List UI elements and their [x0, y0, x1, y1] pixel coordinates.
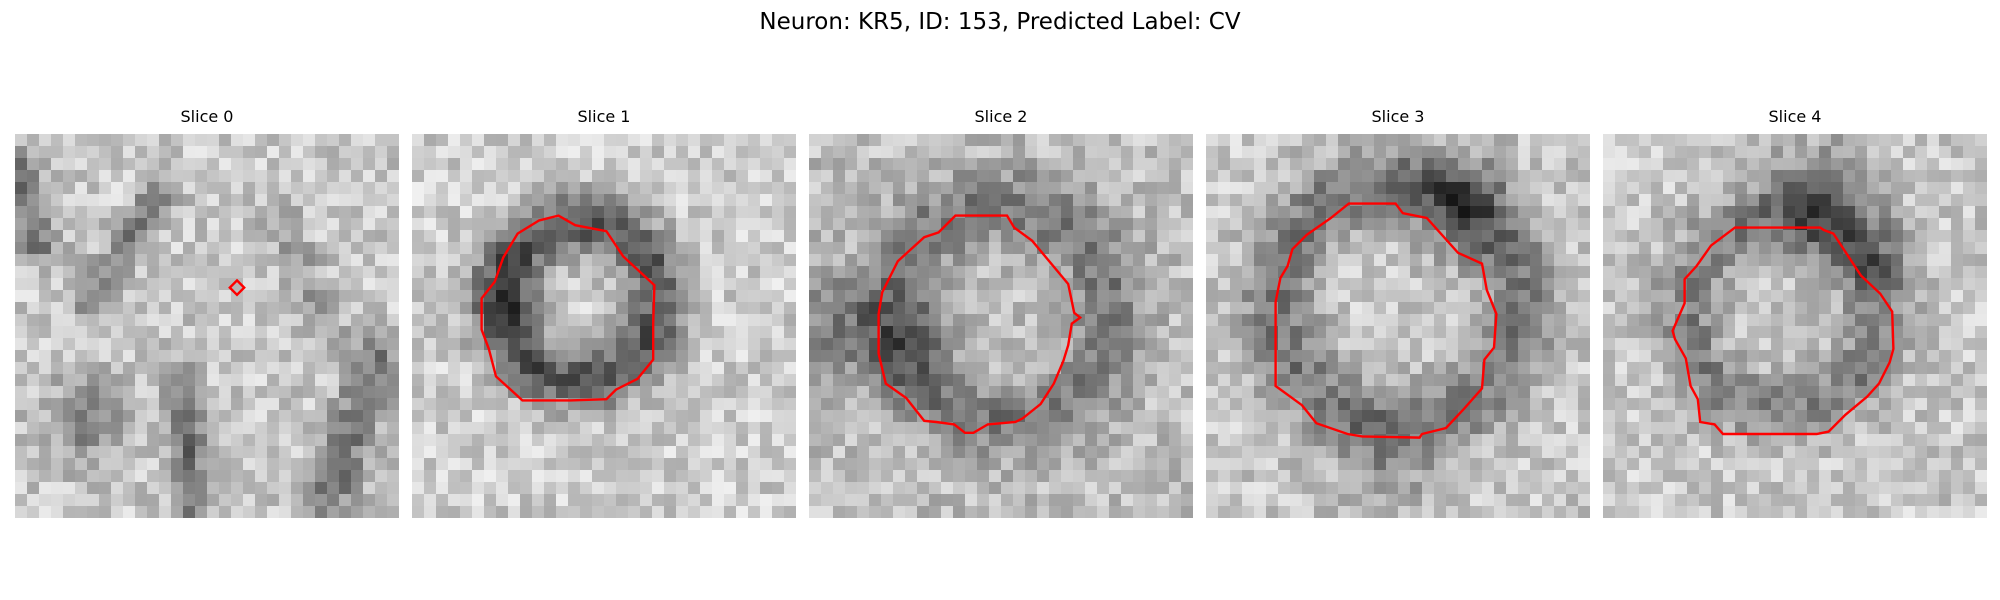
slice-image	[15, 134, 399, 518]
slice-title: Slice 3	[1371, 107, 1425, 126]
segmentation-contour	[1671, 226, 1895, 436]
figure-title: Neuron: KR5, ID: 153, Predicted Label: C…	[759, 9, 1241, 35]
segmentation-contour	[877, 214, 1083, 434]
slice-title: Slice 4	[1768, 107, 1822, 126]
slice-image	[412, 134, 796, 518]
slice-title: Slice 1	[577, 107, 631, 126]
segmentation-contour	[480, 214, 656, 402]
slice-title: Slice 0	[180, 107, 234, 126]
slice-image	[1206, 134, 1590, 518]
slice-title: Slice 2	[974, 107, 1028, 126]
slice-image	[1603, 134, 1987, 518]
segmentation-contour	[1274, 202, 1498, 439]
segmentation-contour	[228, 278, 246, 297]
slice-image	[809, 134, 1193, 518]
